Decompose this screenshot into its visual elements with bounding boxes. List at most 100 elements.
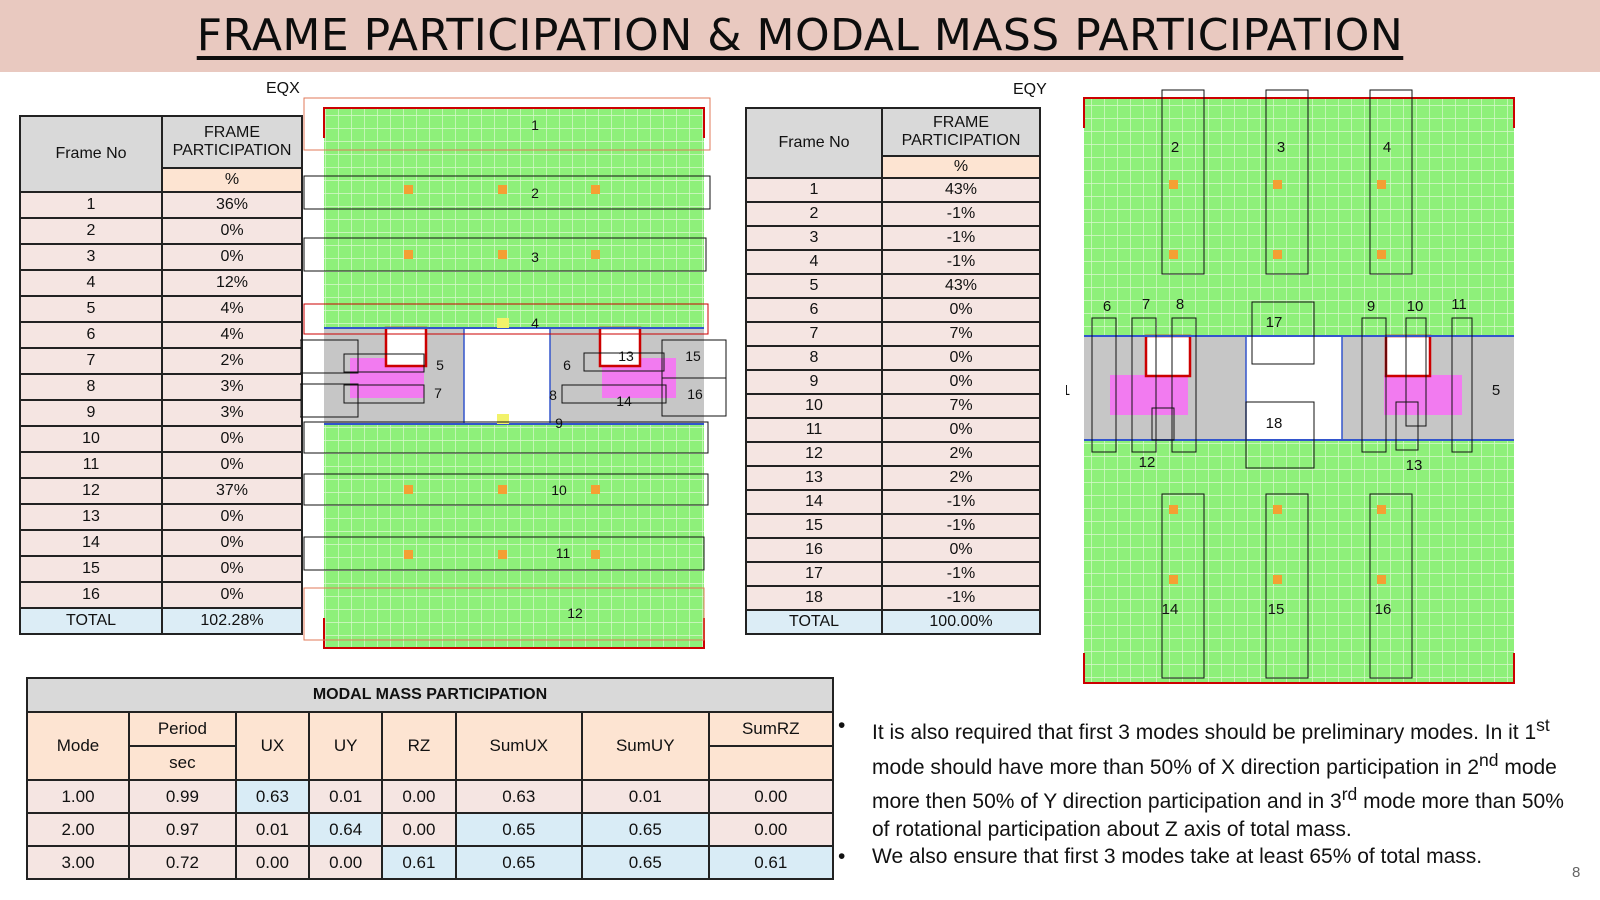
- participation-cell: 4%: [161, 295, 303, 323]
- participation-cell: 0%: [881, 417, 1041, 443]
- frame-number-label: 10: [551, 482, 567, 498]
- frame-number-label: 8: [1176, 296, 1184, 313]
- frame-outline: [343, 353, 425, 373]
- title-band: FRAME PARTICIPATION & MODAL MASS PARTICI…: [0, 0, 1600, 72]
- participation-cell: -1%: [881, 249, 1041, 275]
- ux-header: UX: [234, 711, 311, 781]
- frame-number-label: 3: [531, 249, 539, 265]
- columns: [404, 185, 600, 559]
- table-row: 15 -1%: [745, 513, 1041, 539]
- note-text: mode more than 50% of rotational partici…: [872, 790, 1564, 841]
- frame-no-cell: 1: [745, 177, 883, 203]
- rz-cell: 0.00: [381, 779, 457, 814]
- note-text: mode should have more than 50% of X dire…: [872, 755, 1480, 779]
- eqx-frame-table: Frame No FRAME PARTICIPATION % 1 36% 2 0% 3 0…: [19, 115, 303, 635]
- frame-no-cell: 1: [19, 191, 163, 219]
- participation-cell: -1%: [881, 489, 1041, 515]
- frame-number-label: 4: [1383, 139, 1391, 156]
- table-row: 1 43%: [745, 177, 1041, 203]
- uy-cell: 0.01: [308, 779, 384, 814]
- table-row: 16 0%: [19, 581, 303, 609]
- frame-number-label: 16: [687, 386, 703, 402]
- participation-cell: 0%: [161, 425, 303, 453]
- table-row: 11 0%: [745, 417, 1041, 443]
- frame-no-cell: 13: [745, 465, 883, 491]
- frame-no-cell: 12: [19, 477, 163, 505]
- frame-outline: [300, 383, 359, 418]
- total-value: 100.00%: [881, 609, 1041, 635]
- table-row: 14 -1%: [745, 489, 1041, 515]
- page-number: 8: [1572, 864, 1581, 881]
- frame-participation-header: FRAME PARTICIPATION: [161, 115, 303, 169]
- frame-outline: [1245, 401, 1315, 469]
- modal-row: 2.00 0.97 0.01 0.64 0.00 0.65 0.65 0.00: [26, 812, 834, 847]
- modal-row: 3.00 0.72 0.00 0.00 0.61 0.65 0.65 0.61: [26, 845, 834, 880]
- table-row: 16 0%: [745, 537, 1041, 563]
- table-row: 18 -1%: [745, 585, 1041, 611]
- frame-no-header: Frame No: [745, 107, 883, 179]
- participation-cell: 12%: [161, 269, 303, 297]
- frame-no-cell: 11: [19, 451, 163, 479]
- table-row: 7 7%: [745, 321, 1041, 347]
- frame-outline: [303, 536, 705, 571]
- frame-no-cell: 2: [19, 217, 163, 245]
- frame-number-label: 9: [1367, 298, 1375, 315]
- participation-cell: 3%: [161, 399, 303, 427]
- frame-number-label: 11: [556, 545, 571, 561]
- frame-outline: [303, 97, 711, 151]
- participation-cell: 0%: [161, 451, 303, 479]
- frame-no-cell: 12: [745, 441, 883, 467]
- participation-cell: 0%: [161, 503, 303, 531]
- frame-number-label: 2: [1171, 139, 1179, 156]
- frame-number-label: 12: [567, 605, 583, 621]
- frame-no-cell: 10: [19, 425, 163, 453]
- table-row: 12 2%: [745, 441, 1041, 467]
- table-row: 5 43%: [745, 273, 1041, 299]
- frame-no-cell: 13: [19, 503, 163, 531]
- frame-outline: [300, 339, 359, 374]
- frame-no-cell: 7: [19, 347, 163, 375]
- total-label: TOTAL: [745, 609, 883, 635]
- frame-number-label: 5: [1492, 382, 1500, 399]
- table-row: 10 0%: [19, 425, 303, 453]
- rz-cell: 0.00: [381, 812, 457, 847]
- sumrz-cell: 0.00: [707, 812, 834, 847]
- eqy-caption: EQY: [1013, 81, 1047, 98]
- period-cell: 0.99: [128, 779, 237, 814]
- frame-no-cell: 5: [19, 295, 163, 323]
- table-row: 4 12%: [19, 269, 303, 297]
- frame-no-cell: 15: [19, 555, 163, 583]
- participation-cell: 3%: [161, 373, 303, 401]
- table-row: 15 0%: [19, 555, 303, 583]
- total-value: 102.28%: [161, 607, 303, 635]
- table-row: 13 2%: [745, 465, 1041, 491]
- participation-cell: 4%: [161, 321, 303, 349]
- participation-cell: 7%: [881, 321, 1041, 347]
- frame-no-cell: 4: [745, 249, 883, 275]
- frame-number-label: 7: [1142, 296, 1150, 313]
- frame-outline: [1265, 89, 1309, 275]
- frame-no-cell: 14: [745, 489, 883, 515]
- frame-outline: [303, 473, 709, 506]
- sumrz-header: SumRZ: [707, 711, 834, 747]
- frame-outline: [1131, 317, 1157, 453]
- page-title: FRAME PARTICIPATION & MODAL MASS PARTICI…: [196, 10, 1404, 61]
- modal-row: 1.00 0.99 0.63 0.01 0.00 0.63 0.01 0.00: [26, 779, 834, 814]
- frame-number-label: 1: [531, 117, 539, 133]
- frame-no-cell: 11: [745, 417, 883, 443]
- uy-cell: 0.00: [308, 845, 384, 880]
- table-row: 9 0%: [745, 369, 1041, 395]
- frame-outline: [1361, 317, 1387, 453]
- frame-number-label: 16: [1375, 601, 1392, 618]
- participation-cell: -1%: [881, 225, 1041, 251]
- period-header: Period: [128, 711, 237, 747]
- frame-outline: [1091, 317, 1117, 453]
- frame-number-label: 6: [1103, 298, 1111, 315]
- frame-number-label: 15: [685, 348, 701, 364]
- note-superscript: st: [1536, 715, 1550, 735]
- participation-cell: 43%: [881, 273, 1041, 299]
- participation-cell: 37%: [161, 477, 303, 505]
- frame-outline: [303, 303, 709, 335]
- frame-outline: [561, 384, 667, 404]
- participation-cell: 0%: [881, 369, 1041, 395]
